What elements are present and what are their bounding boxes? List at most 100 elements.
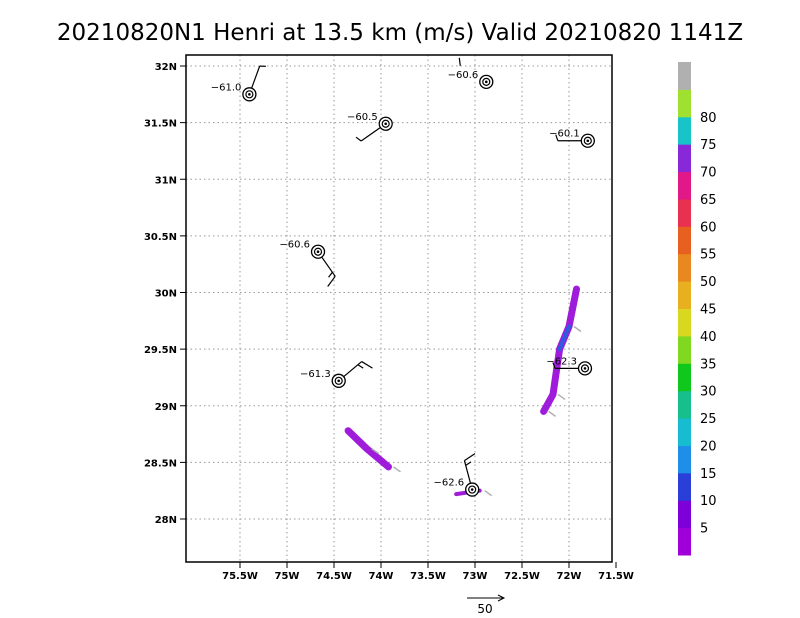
x-tick-label: 73W	[463, 571, 488, 582]
colorbar-swatch	[678, 418, 691, 446]
storm-centers: −61.0 −60.5 −60.6 −60.1 −60.6 −61.3 −62.3 −62.6	[211, 57, 595, 497]
colorbar-swatch	[678, 390, 691, 419]
colorbar-label: 10	[700, 494, 717, 509]
reference-vector: 50	[467, 594, 506, 616]
wind-swaths	[344, 285, 582, 497]
wind-barb-feather	[361, 361, 373, 369]
storm-center-marker-dot	[470, 488, 474, 491]
storm-center-marker-inner	[381, 119, 390, 128]
colorbar-swatch	[678, 198, 691, 227]
colorbar-label: 45	[700, 303, 717, 318]
storm-center-marker-inner	[468, 485, 477, 494]
wind-barb-half-feather	[357, 364, 364, 369]
y-tick-label: 29.5N	[144, 345, 177, 356]
y-axis-ticks: 28N 28.5N 29N 29.5N 30N 30.5N 31N 31.5N 32N	[144, 62, 186, 526]
storm-center-marker-dot	[484, 80, 488, 84]
colorbar-swatch	[678, 335, 691, 364]
colorbar-swatch	[678, 226, 691, 255]
colorbar-swatch	[678, 116, 691, 145]
colorbar-swatch	[678, 144, 691, 173]
colorbar-swatch	[678, 363, 691, 392]
colorbar-swatch	[678, 62, 691, 90]
storm-center-marker-dot	[337, 379, 341, 383]
colorbar-swatch	[678, 500, 691, 529]
colorbar-label: 25	[700, 412, 717, 427]
wind-barb-feather	[464, 453, 476, 462]
x-tick-label: 75W	[275, 571, 300, 582]
x-tick-label: 72W	[557, 571, 582, 582]
colorbar-label: 60	[700, 220, 717, 235]
colorbar-label: 30	[700, 385, 717, 400]
storm-center: −62.6	[434, 453, 480, 497]
storm-center-label: −62.3	[546, 356, 577, 367]
colorbar-swatch	[678, 253, 691, 282]
storm-center: −62.3	[546, 356, 593, 376]
colorbar-label: 15	[700, 467, 717, 482]
chart-title: 20210820N1 Henri at 13.5 km (m/s) Valid …	[57, 20, 743, 46]
colorbar-label: 5	[700, 522, 708, 537]
x-tick-label: 74W	[369, 571, 394, 582]
colorbar-label: 80	[700, 111, 717, 126]
storm-center-label: −61.3	[300, 369, 331, 380]
wind-arrow	[573, 325, 582, 333]
storm-center-marker-dot	[316, 250, 320, 254]
x-axis-ticks: 75.5W 75W 74.5W 74W 73.5W 73W 72.5W 72W 71.5W	[222, 562, 634, 582]
wind-arrow	[557, 393, 566, 401]
wind-barb-half-feather	[355, 136, 362, 142]
colorbar-swatch	[678, 445, 691, 474]
y-tick-label: 32N	[155, 62, 177, 73]
wind-barb-half-feather	[555, 134, 559, 141]
wind-arrow	[548, 410, 557, 418]
colorbar-swatch	[678, 472, 691, 501]
storm-center-marker-dot	[583, 367, 587, 370]
x-tick-label: 71.5W	[598, 571, 634, 582]
colorbar: 5 10 15 20 25 30 35 40 45 50 55 60 65 70 75 80	[678, 62, 717, 556]
wind-barb-half-feather	[465, 461, 472, 466]
wind-barb-feather	[327, 275, 336, 287]
storm-center: −60.5	[347, 112, 393, 142]
reference-vector-arrowhead	[497, 594, 506, 602]
storm-center: −60.6	[448, 57, 494, 90]
storm-center-label: −61.0	[211, 82, 242, 93]
wind-arrow	[393, 466, 401, 473]
wind-barb-half-feather	[328, 271, 333, 278]
colorbar-label: 55	[700, 248, 717, 263]
reference-vector-label: 50	[477, 602, 492, 616]
y-tick-label: 29N	[155, 402, 177, 413]
wind-barb-half-feather	[552, 362, 556, 369]
storm-center-label: −62.6	[434, 478, 465, 489]
colorbar-label: 20	[700, 439, 717, 454]
colorbar-swatch	[678, 527, 691, 556]
colorbar-swatch	[678, 89, 691, 118]
wind-swath-core	[557, 324, 571, 352]
storm-center-marker-inner	[580, 364, 590, 373]
x-tick-label: 72.5W	[504, 571, 540, 582]
storm-center-marker-inner	[482, 77, 491, 86]
storm-center-marker-inner	[583, 136, 592, 145]
colorbar-label: 65	[700, 193, 717, 208]
x-tick-label: 75.5W	[222, 571, 258, 582]
wind-arrow	[371, 448, 380, 455]
storm-center: −61.3	[300, 361, 373, 388]
storm-center-label: −60.1	[549, 129, 580, 140]
colorbar-label: 50	[700, 275, 717, 290]
y-tick-label: 31.5N	[144, 119, 177, 130]
grid-lines	[186, 55, 612, 562]
storm-center-marker-dot	[384, 122, 388, 126]
colorbar-swatch	[678, 171, 691, 200]
wind-arrow	[484, 490, 493, 497]
storm-center-marker-dot	[586, 139, 590, 143]
colorbar-label: 75	[700, 138, 717, 153]
storm-center-marker-inner	[334, 376, 343, 385]
storm-center-marker-inner	[313, 247, 323, 256]
storm-center-marker-dot	[248, 93, 251, 96]
storm-center: −60.1	[549, 129, 595, 148]
colorbar-label: 40	[700, 330, 717, 345]
plot-frame	[185, 54, 613, 563]
y-tick-label: 30N	[155, 289, 177, 300]
storm-center-label: −60.6	[279, 240, 310, 251]
colorbar-swatch	[678, 281, 691, 309]
storm-center-marker-inner	[245, 90, 254, 99]
y-tick-label: 28N	[155, 515, 177, 526]
